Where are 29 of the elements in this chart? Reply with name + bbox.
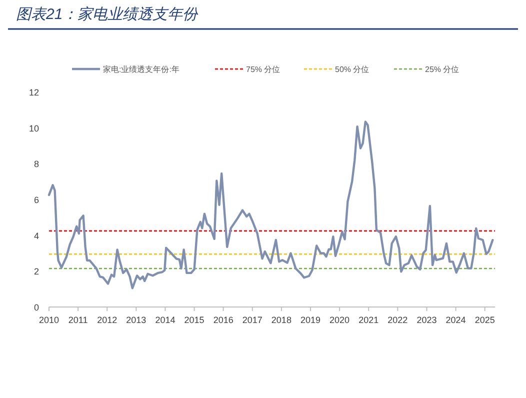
legend-label: 家电:业绩透支年份:年 (103, 65, 180, 74)
y-tick-label: 4 (34, 230, 39, 241)
x-tick-label: 2020 (330, 315, 350, 325)
x-tick-label: 2016 (213, 315, 234, 325)
y-tick-label: 12 (28, 88, 39, 98)
y-tick-label: 0 (34, 302, 39, 312)
x-tick-label: 2014 (155, 315, 176, 325)
legend-label: 50% 分位 (335, 65, 370, 74)
x-tick-label: 2017 (242, 315, 262, 325)
y-tick-label: 2 (34, 266, 39, 277)
legend-label: 25% 分位 (425, 65, 460, 74)
x-tick-label: 2022 (388, 315, 408, 325)
legend-label: 75% 分位 (246, 65, 280, 74)
x-tick-label: 2024 (446, 315, 466, 325)
x-tick-label: 2012 (97, 315, 118, 325)
x-tick-label: 2011 (68, 315, 88, 325)
x-tick-label: 2013 (126, 315, 146, 325)
x-tick-label: 2015 (184, 315, 204, 325)
x-tick-label: 2018 (271, 315, 292, 325)
y-tick-label: 6 (34, 195, 39, 205)
x-tick-label: 2021 (358, 315, 379, 325)
x-tick-label: 2010 (38, 315, 60, 325)
x-tick-label: 2025 (474, 315, 495, 325)
y-tick-label: 10 (28, 123, 39, 134)
chart-title: 图表21：家电业绩透支年份 (16, 6, 199, 23)
x-tick-label: 2019 (300, 315, 321, 325)
y-tick-label: 8 (34, 159, 39, 170)
x-tick-label: 2023 (416, 315, 437, 325)
line-series (48, 120, 494, 290)
